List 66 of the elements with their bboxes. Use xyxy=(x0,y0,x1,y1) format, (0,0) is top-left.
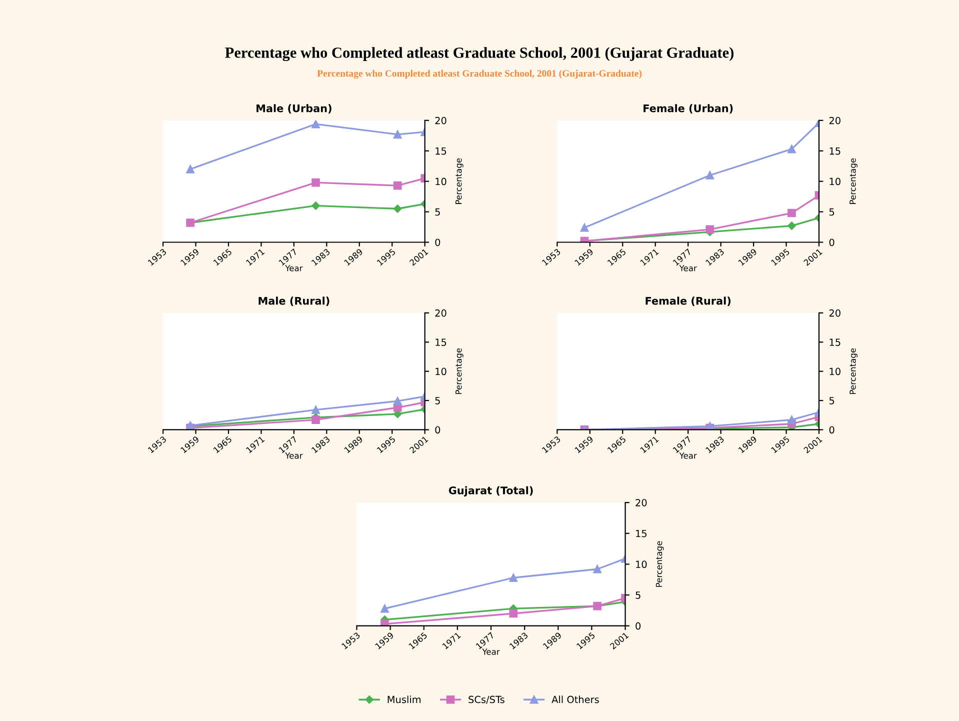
y-tick-label: 15 xyxy=(436,338,446,346)
point xyxy=(580,223,589,232)
y-tick-label: 10 xyxy=(830,368,840,376)
point xyxy=(788,144,796,154)
legend-label: All Others xyxy=(552,696,599,704)
y-tick-label: 10 xyxy=(436,368,446,376)
y-axis-title: Percentage xyxy=(656,541,664,587)
y-tick-label: 0 xyxy=(435,426,440,434)
point xyxy=(312,202,320,210)
chart-title: Female (Rural) xyxy=(646,296,730,306)
y-tick-label: 5 xyxy=(435,208,440,216)
chart-title: Male (Urban) xyxy=(256,104,332,114)
y-axis-title: Percentage xyxy=(456,158,464,204)
text: Percentage who Completed atleast Graduate School, 2001 (Gujarat Graduate) xyxy=(225,47,734,62)
point xyxy=(788,208,796,218)
y-tick-label: 15 xyxy=(830,338,840,346)
y-tick-label: 15 xyxy=(436,147,446,155)
point xyxy=(593,564,602,574)
point xyxy=(706,171,714,180)
y-axis-title: Percentage xyxy=(850,158,858,204)
chart-title: Male (Rural) xyxy=(258,296,330,306)
y-tick-label: 5 xyxy=(435,397,440,404)
legend-label: SCs/STs xyxy=(468,696,504,704)
x-axis-title: Year xyxy=(285,265,303,272)
point xyxy=(393,181,402,190)
point xyxy=(312,416,320,424)
y-tick-label: 15 xyxy=(636,530,647,538)
point xyxy=(788,222,796,230)
y-axis-title: Percentage xyxy=(456,348,464,394)
y-tick-label: 20 xyxy=(435,116,446,124)
chart-title: Gujarat (Total) xyxy=(448,486,533,496)
point xyxy=(380,604,389,613)
y-tick-label: 0 xyxy=(435,238,440,246)
y-tick-label: 10 xyxy=(830,178,840,186)
y-tick-label: 15 xyxy=(830,147,840,155)
point xyxy=(393,396,402,406)
text: Percentage who Completed atleast Graduate School, 2001 (Gujarat-Graduate) xyxy=(317,70,642,79)
y-tick-label: 5 xyxy=(829,397,834,404)
legend-label: Muslim xyxy=(388,696,421,704)
point xyxy=(706,225,714,234)
point xyxy=(509,609,518,618)
y-tick-label: 0 xyxy=(829,238,834,246)
y-tick-label: 20 xyxy=(829,116,840,124)
x-axis-title: Year xyxy=(482,648,500,655)
point xyxy=(186,164,194,174)
y-tick-label: 20 xyxy=(829,309,840,317)
y-tick-label: 0 xyxy=(829,426,834,434)
x-axis-title: Year xyxy=(285,452,303,459)
y-tick-label: 10 xyxy=(636,560,647,568)
point xyxy=(312,120,320,128)
y-axis-title: Percentage xyxy=(850,348,858,394)
point xyxy=(509,574,518,582)
y-tick-label: 10 xyxy=(436,178,446,186)
x-axis-title: Year xyxy=(679,452,697,459)
x-axis-title: Year xyxy=(679,265,697,272)
point xyxy=(393,130,402,139)
y-tick-label: 0 xyxy=(636,622,641,630)
y-tick-label: 5 xyxy=(829,208,834,216)
point xyxy=(393,204,402,213)
chart-title: Female (Urban) xyxy=(644,104,733,114)
point xyxy=(380,620,389,626)
y-tick-label: 20 xyxy=(636,499,647,506)
point xyxy=(312,178,320,187)
point xyxy=(312,406,320,414)
y-tick-label: 5 xyxy=(636,592,640,599)
y-tick-label: 20 xyxy=(435,309,446,317)
